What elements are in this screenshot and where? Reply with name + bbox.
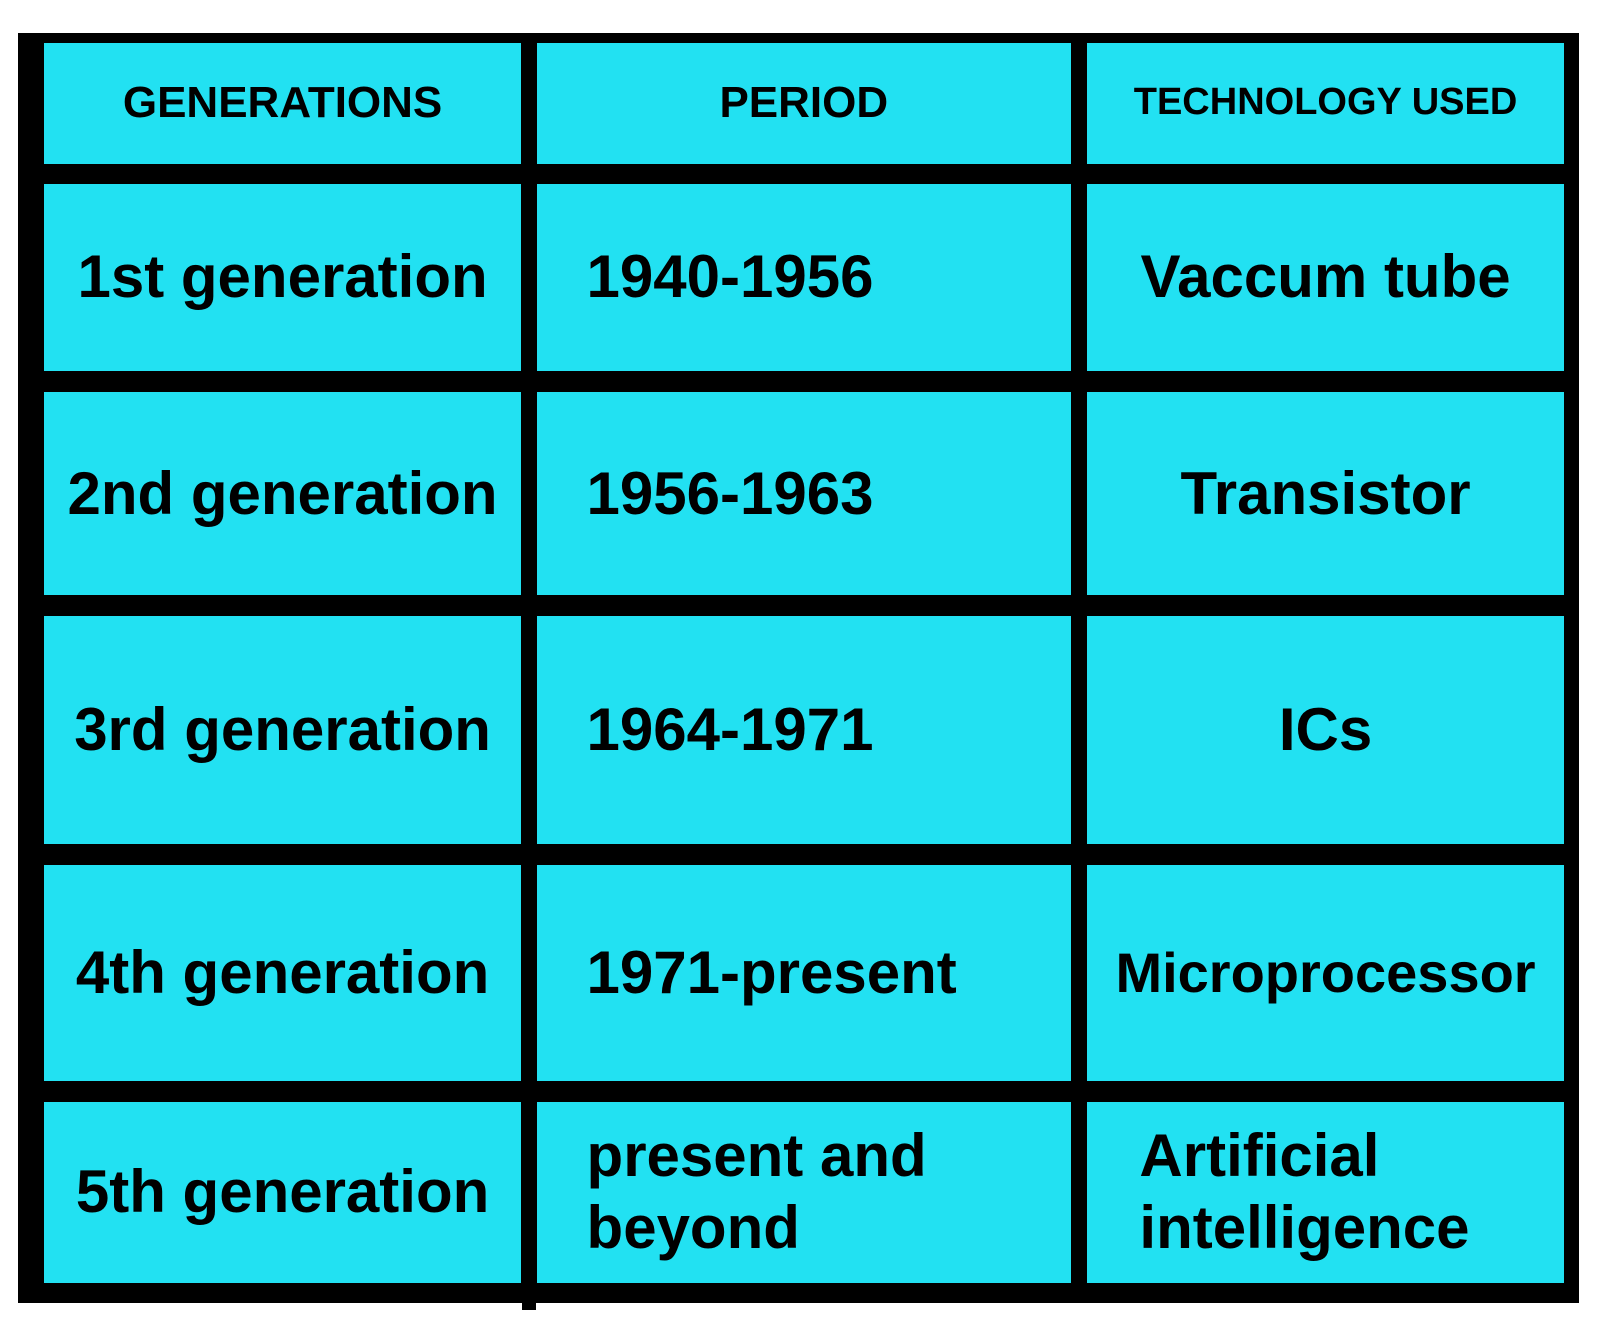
table-cell: 1956-1963 xyxy=(536,392,1072,595)
table-cell: 4th generation xyxy=(43,864,522,1082)
cell-text: 3rd generation xyxy=(74,696,491,764)
header-text: TECHNOLOGY USED xyxy=(1133,81,1518,124)
table-cell: 2nd generation xyxy=(43,392,522,595)
table-cell: 1940-1956 xyxy=(536,183,1072,371)
cell-text: 1971-present xyxy=(586,938,957,1006)
cell-text: Microprocessor xyxy=(1115,941,1536,1005)
cell-text: Artificial intelligence xyxy=(1139,1122,1470,1262)
cell-text: 5th generation xyxy=(75,1158,490,1226)
header-cell: PERIOD xyxy=(536,42,1072,164)
cell-text: Transistor xyxy=(1180,459,1471,527)
header-text: GENERATIONS xyxy=(122,77,443,127)
table-cell: Microprocessor xyxy=(1087,864,1564,1082)
table-cell: 5th generation xyxy=(43,1101,522,1283)
cell-text: 1956-1963 xyxy=(586,459,874,527)
cell-text: 2nd generation xyxy=(67,459,498,527)
cell-text: 1st generation xyxy=(77,243,488,311)
table-cell: 1971-present xyxy=(536,864,1072,1082)
table-cell: 1964-1971 xyxy=(536,616,1072,845)
cell-text: present and beyond xyxy=(586,1122,927,1262)
divider-tick xyxy=(522,1300,536,1310)
table-cell: Artificial intelligence xyxy=(1087,1101,1564,1283)
cell-text: 1964-1971 xyxy=(586,696,874,764)
table-cell: present and beyond xyxy=(536,1101,1072,1283)
table-cell: 3rd generation xyxy=(43,616,522,845)
table-cell: 1st generation xyxy=(43,183,522,371)
cell-text: 1940-1956 xyxy=(586,243,874,311)
table-cell: Transistor xyxy=(1087,392,1564,595)
header-text: PERIOD xyxy=(719,77,889,127)
table-cell: Vaccum tube xyxy=(1087,183,1564,371)
header-cell: TECHNOLOGY USED xyxy=(1087,42,1564,164)
cell-text: 4th generation xyxy=(75,938,490,1006)
header-cell: GENERATIONS xyxy=(43,42,522,164)
cell-text: Vaccum tube xyxy=(1140,243,1511,311)
cell-text: ICs xyxy=(1278,696,1373,764)
table-cell: ICs xyxy=(1087,616,1564,845)
